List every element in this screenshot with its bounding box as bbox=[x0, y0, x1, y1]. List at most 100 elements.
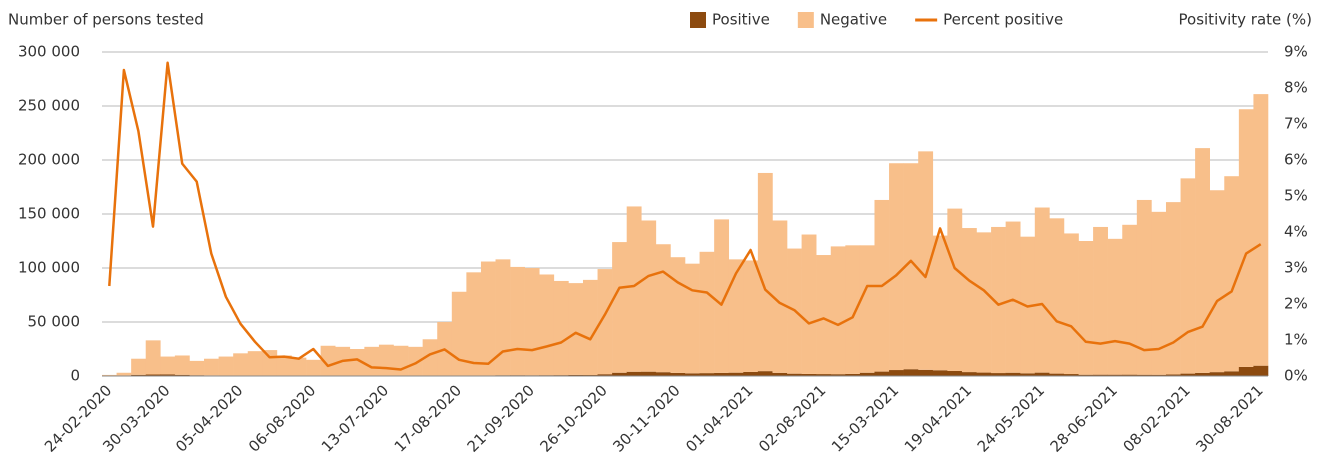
bar-segment bbox=[393, 345, 409, 376]
bar-segment bbox=[1107, 374, 1123, 376]
bar-segment bbox=[553, 280, 569, 376]
bar-segment bbox=[160, 356, 176, 375]
bar-segment bbox=[1049, 218, 1065, 374]
y-axis-title: Number of persons tested bbox=[8, 11, 204, 29]
bar-segment bbox=[597, 269, 613, 375]
bar-segment bbox=[641, 371, 657, 376]
legend-label: Positive bbox=[712, 11, 770, 29]
bar-segment bbox=[787, 373, 802, 376]
bar-segment bbox=[991, 373, 1006, 376]
bar-segment bbox=[582, 279, 598, 376]
bar-segment bbox=[1238, 109, 1254, 367]
x-tick-label: 26-10-2020 bbox=[536, 381, 610, 455]
bar-segment bbox=[1136, 374, 1152, 376]
bar-segment bbox=[743, 371, 759, 376]
bar-segment bbox=[524, 268, 540, 376]
x-tick-label: 28-06-2021 bbox=[1047, 381, 1121, 455]
bar-segment bbox=[612, 242, 627, 373]
bar-segment bbox=[218, 356, 234, 376]
bar-segment bbox=[233, 353, 249, 376]
bar-segment bbox=[641, 220, 657, 372]
bar-segment bbox=[801, 373, 817, 376]
bar-segment bbox=[845, 245, 861, 374]
bar-segment bbox=[1180, 373, 1196, 376]
bar-segment bbox=[349, 349, 365, 376]
legend-label: Negative bbox=[820, 11, 887, 29]
y2-tick-label: 4% bbox=[1284, 223, 1308, 241]
bar-segment bbox=[612, 372, 627, 376]
x-tick-label: 02-08-2021 bbox=[755, 381, 829, 455]
x-tick-label: 05-04-2020 bbox=[172, 381, 246, 455]
bar-segment bbox=[685, 373, 700, 376]
bar-segment bbox=[859, 372, 875, 376]
x-tick-label: 08-02-2021 bbox=[1119, 381, 1193, 455]
y2-tick-label: 7% bbox=[1284, 115, 1308, 133]
bar-segment bbox=[597, 374, 613, 376]
bar-segment bbox=[291, 357, 307, 376]
bar-segment bbox=[204, 358, 219, 376]
bar-segment bbox=[247, 351, 263, 376]
bar-segment bbox=[1005, 372, 1021, 376]
bar-segment bbox=[1034, 207, 1050, 373]
y2-tick-label: 3% bbox=[1284, 259, 1308, 277]
bar-segment bbox=[1224, 176, 1240, 372]
bar-segment bbox=[816, 255, 832, 375]
y2-tick-label: 6% bbox=[1284, 151, 1308, 169]
bar-segment bbox=[976, 232, 992, 373]
bar-segment bbox=[889, 163, 904, 371]
x-tick-label: 01-04-2021 bbox=[682, 381, 756, 455]
y2-tick-label: 0% bbox=[1284, 367, 1308, 385]
bar-segment bbox=[145, 374, 161, 376]
bar-segment bbox=[262, 350, 278, 376]
bar-segment bbox=[568, 283, 584, 375]
bar-segment bbox=[1093, 226, 1108, 375]
y2-tick-label: 5% bbox=[1284, 187, 1308, 205]
bar-segment bbox=[378, 344, 394, 376]
bar-segment bbox=[174, 374, 190, 376]
bar-segment bbox=[1020, 373, 1036, 376]
y2-axis-title: Positivity rate (%) bbox=[1179, 11, 1312, 29]
bar-segment bbox=[145, 340, 161, 375]
bar-segment bbox=[495, 259, 511, 376]
bar-segment bbox=[480, 261, 496, 376]
bar-segment bbox=[1020, 236, 1036, 374]
bar-segment bbox=[539, 274, 555, 376]
y-tick-label: 100 000 bbox=[18, 259, 80, 277]
bar-segment bbox=[655, 244, 671, 373]
bar-segment bbox=[932, 235, 948, 371]
bar-segment bbox=[1165, 202, 1181, 375]
bar-segment bbox=[1063, 233, 1079, 375]
y-tick-label: 50 000 bbox=[28, 313, 81, 331]
bar-segment bbox=[1165, 374, 1181, 376]
bar-segment bbox=[320, 345, 336, 376]
bar-segment bbox=[1034, 372, 1050, 376]
bar-segment bbox=[131, 374, 147, 376]
x-tick-label: 13-07-2020 bbox=[318, 381, 392, 455]
x-tick-label: 15-03-2021 bbox=[828, 381, 902, 455]
bar-segment bbox=[1195, 372, 1210, 376]
y-tick-label: 250 000 bbox=[18, 97, 80, 115]
bar-segment bbox=[364, 346, 380, 376]
bar-segment bbox=[918, 151, 934, 370]
bar-segment bbox=[1238, 366, 1254, 376]
bar-segment bbox=[728, 259, 744, 373]
bar-segment bbox=[276, 355, 292, 376]
bar-segment bbox=[714, 219, 730, 373]
y-tick-label: 0 bbox=[70, 367, 80, 385]
y2-tick-label: 1% bbox=[1284, 331, 1308, 349]
bar-segment bbox=[903, 163, 919, 370]
bar-segment bbox=[1078, 374, 1094, 376]
bar-segment bbox=[728, 372, 744, 376]
bar-segment bbox=[859, 245, 875, 373]
bar-segment bbox=[1122, 374, 1138, 376]
bar-segment bbox=[976, 372, 992, 376]
bar-segment bbox=[961, 372, 977, 376]
bar-segment bbox=[1151, 374, 1167, 376]
bar-segment bbox=[1195, 148, 1210, 373]
x-tick-label: 06-08-2020 bbox=[245, 381, 319, 455]
bar-segment bbox=[918, 369, 934, 376]
bar-segment bbox=[830, 246, 846, 375]
bar-segment bbox=[1253, 365, 1269, 376]
bar-segment bbox=[1180, 178, 1196, 374]
